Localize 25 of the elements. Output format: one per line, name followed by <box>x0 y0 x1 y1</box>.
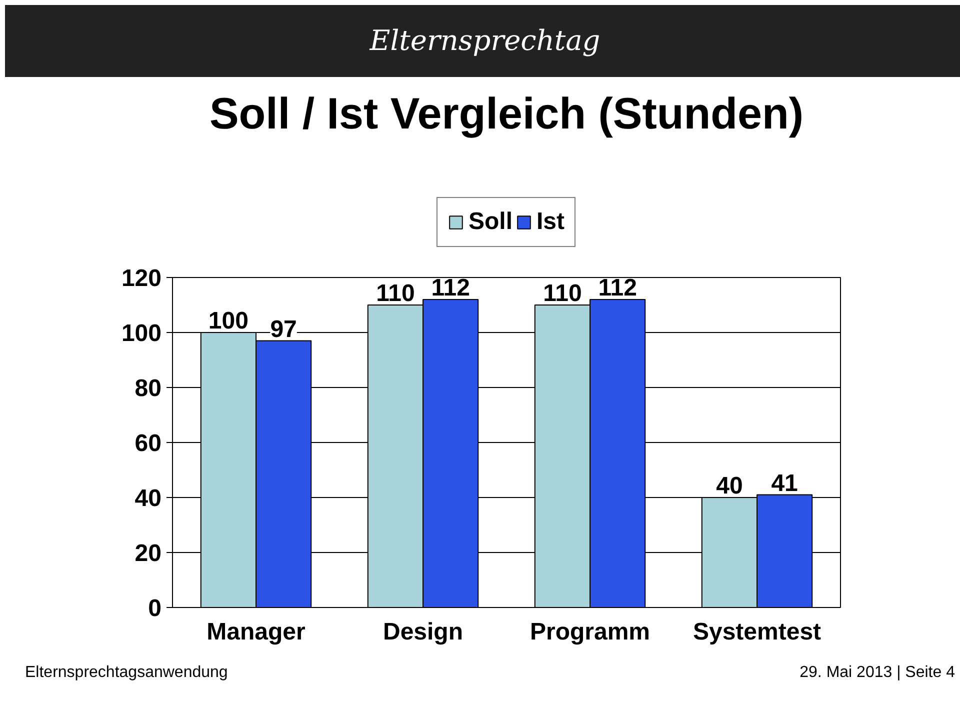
data-label: 110 <box>543 280 582 307</box>
y-tick-label: 60 <box>134 430 162 457</box>
data-label: 100 <box>208 308 248 334</box>
x-tick-label: Design <box>382 618 464 646</box>
data-label: 112 <box>598 274 637 302</box>
data-label: 110 <box>376 280 415 307</box>
y-tick-label: 80 <box>134 375 162 402</box>
text: 29. Mai 2013 | Seite 4 <box>800 663 955 683</box>
legend-label: Soll <box>468 208 512 236</box>
legend-label: Ist <box>536 208 565 236</box>
y-tick-label: 120 <box>121 265 162 292</box>
y-tick-label: 100 <box>121 320 162 347</box>
data-label: 40 <box>716 472 743 500</box>
y-tick-label: 20 <box>134 540 162 567</box>
text: Elternsprechtagsanwendung <box>25 663 228 683</box>
y-tick-label: 0 <box>148 595 162 622</box>
text: Elternsprechtag <box>370 23 600 59</box>
data-label: 97 <box>270 316 297 343</box>
data-label: 112 <box>431 274 470 302</box>
x-tick-label: Manager <box>206 618 306 646</box>
data-label: 41 <box>771 470 798 497</box>
y-tick-label: 40 <box>134 485 162 512</box>
x-tick-label: Systemtest <box>692 618 822 646</box>
chart-title: Soll / Ist Vergleich (Stunden) <box>209 90 804 138</box>
x-tick-label: Programm <box>530 618 650 646</box>
